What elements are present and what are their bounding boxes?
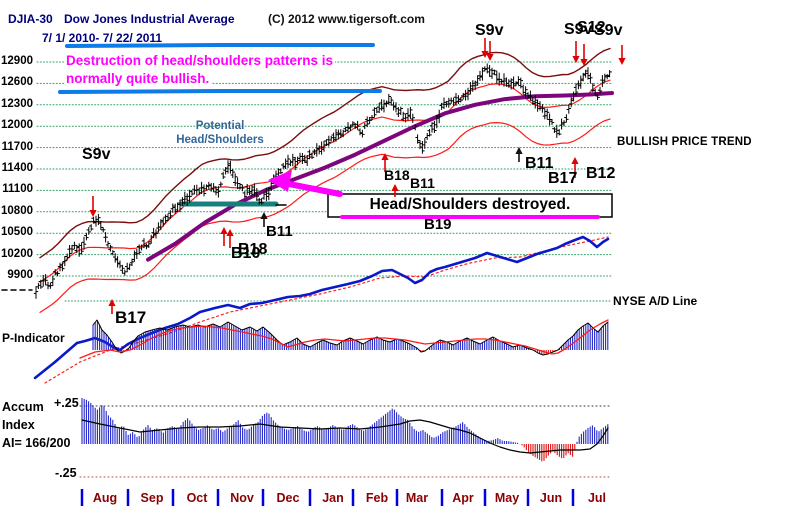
annotation-note-line1: Destruction of head/shoulders patterns i… [64,53,336,68]
accum-minus-level-label: -.25 [55,466,77,480]
signal-label: B11 [525,155,554,172]
annotation-note-line2: normally quite bullish. [64,71,212,86]
potential-hs-line2: Head/Shoulders [176,134,264,146]
signal-label: S9v [475,22,504,39]
signal-label: B17 [548,170,578,187]
signal-label: B10 [231,245,261,262]
y-axis-tick-label: 10200 [1,247,33,260]
month-label: Mar [405,491,429,505]
symbol-label: DJIA-30 [8,12,53,26]
month-label: Apr [452,491,474,505]
y-axis-tick-label: 10800 [1,204,33,217]
accum-index-label: Accum Index AI= 166/200 [2,398,92,452]
month-label: Nov [230,491,254,505]
y-axis-tick-label: 12600 [1,76,33,89]
signal-label: S9v [564,21,593,38]
signal-label: S12 [577,19,606,36]
y-axis-tick-label: 11100 [2,183,33,196]
month-label: May [494,491,520,505]
y-axis-tick-label: 11400 [1,161,33,174]
copyright-label: (C) 2012 www.tigersoft.com [268,12,425,26]
y-axis-tick-label: 12000 [1,119,33,132]
signal-label: S9v [594,22,623,39]
month-label: Jan [322,491,344,505]
signal-label: B18 [384,167,410,183]
accum-plus-level-label: +.25 [54,396,79,410]
y-axis-tick-label: 12900 [1,55,33,67]
hs-destroyed-label: Head/Shoulders destroyed. [369,196,571,213]
month-label: Jun [539,491,563,505]
chart-title: Dow Jones Industrial Average [64,12,235,26]
y-axis-tick-label: 10500 [1,226,33,239]
bullish-price-trend-label: BULLISH PRICE TREND [617,136,752,148]
signal-label: B17 [115,308,147,327]
month-label: Oct [186,491,208,505]
accum-line2: Index [2,418,35,432]
date-range-label: 7/ 1/ 2010- 7/ 22/ 2011 [42,31,163,45]
nyse-ad-line-label: NYSE A/D Line [613,294,698,308]
y-axis-tick-label: 9900 [7,268,33,281]
month-label: Feb [365,491,389,505]
signal-label: B19 [424,216,452,233]
accum-line1: Accum [2,400,44,414]
month-label: Aug [92,491,118,505]
signal-label: B12 [586,165,616,182]
month-label: Jul [587,491,607,505]
month-label: Sep [140,491,164,505]
p-indicator-label: P-Indicator [2,331,65,345]
signal-label: B11 [410,175,435,191]
accum-line3: AI= 166/200 [2,436,71,450]
y-axis-tick-label: 12300 [1,97,33,110]
signal-label: B18 [238,241,268,258]
annotation-potential-hs: Potential Head/Shoulders [150,119,290,147]
y-axis-tick-label: 11700 [1,140,33,153]
signal-label: B11 [266,223,293,240]
potential-hs-line1: Potential [195,120,245,132]
month-label: Dec [276,491,300,505]
signal-label: S9v [82,146,111,163]
